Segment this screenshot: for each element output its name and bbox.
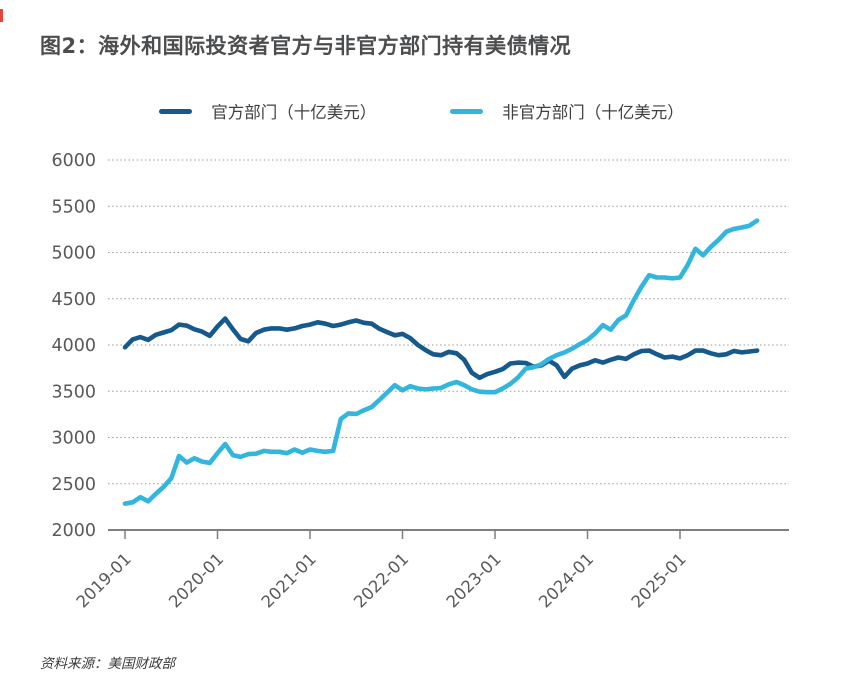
chart-legend: 官方部门（十亿美元） 非官方部门（十亿美元）: [0, 99, 843, 123]
legend-label-official: 官方部门（十亿美元）: [211, 103, 377, 122]
official-line-swatch: [159, 108, 193, 114]
official-line: [122, 316, 760, 381]
red-edge-mark: [0, 9, 3, 22]
legend-label-nonofficial: 非官方部门（十亿美元）: [502, 103, 684, 122]
x-tick-label: 2020-01: [165, 549, 227, 611]
y-tick-label: 3000: [51, 429, 96, 449]
y-tick-label: 5000: [51, 244, 96, 264]
y-tick-label: 3500: [51, 382, 96, 402]
y-tick-label: 5500: [51, 197, 96, 217]
x-tick-label: 2024-01: [535, 549, 597, 611]
nonofficial-line-swatch: [450, 108, 484, 114]
nonofficial-line: [122, 218, 760, 506]
x-tick-label: 2021-01: [258, 549, 320, 611]
y-tick-label: 2000: [51, 521, 96, 541]
y-tick-label: 4000: [51, 336, 96, 356]
chart-title: 图2：海外和国际投资者官方与非官方部门持有美债情况: [40, 34, 572, 58]
legend-item-official: 官方部门（十亿美元）: [159, 99, 376, 123]
x-tick-label: 2025-01: [628, 549, 690, 611]
y-tick-label: 6000: [51, 151, 96, 171]
x-tick-label: 2019-01: [73, 549, 135, 611]
source-note: 资料来源：美国财政部: [40, 656, 175, 672]
legend-item-nonofficial: 非官方部门（十亿美元）: [450, 99, 684, 123]
x-tick-label: 2022-01: [350, 549, 412, 611]
y-tick-label: 2500: [51, 475, 96, 495]
x-tick-label: 2023-01: [443, 549, 505, 611]
y-tick-label: 4500: [51, 290, 96, 310]
